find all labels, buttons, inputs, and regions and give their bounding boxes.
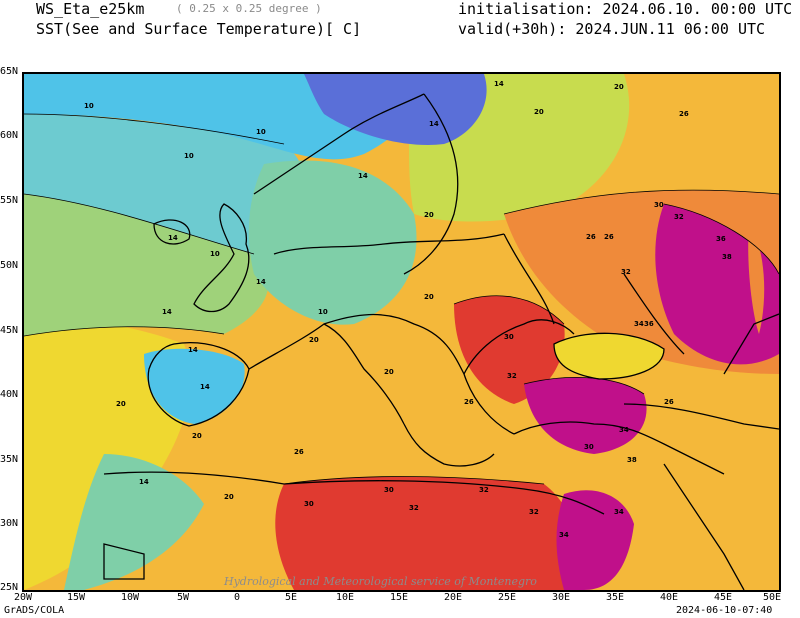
contour-label-10: 10 xyxy=(184,152,194,160)
contour-label-38: 38 xyxy=(627,456,637,464)
contour-label-20: 20 xyxy=(116,400,126,408)
contour-label-14: 14 xyxy=(168,234,178,242)
lon-tick-0: 0 xyxy=(234,592,241,603)
contour-label-26: 26 xyxy=(679,110,689,118)
sst-band-nwafrica-16 xyxy=(64,454,204,590)
sst-band-anatolia-34 xyxy=(524,377,647,454)
sst-band-16-18 xyxy=(24,194,269,336)
lon-tick-35e: 35E xyxy=(606,592,625,603)
sst-band-12-14 xyxy=(24,114,306,254)
watermark: Hydrological and Meteorological service … xyxy=(224,575,537,588)
lon-tick-20e: 20E xyxy=(444,592,463,603)
lat-tick-65n: 65N xyxy=(0,66,18,77)
contour-label-36: 36 xyxy=(644,320,654,328)
contour-label-10: 10 xyxy=(84,102,94,110)
contour-label-38: 38 xyxy=(722,253,732,261)
contour-label-32: 32 xyxy=(507,372,517,380)
sst-band-me-34 xyxy=(556,490,634,590)
contour-label-14: 14 xyxy=(256,278,266,286)
contour-label-14: 14 xyxy=(188,346,198,354)
contour-label-30: 30 xyxy=(384,486,394,494)
contour-label-30: 30 xyxy=(504,333,514,341)
lon-tick-50e: 50E xyxy=(763,592,782,603)
lon-tick-45e: 45E xyxy=(714,592,733,603)
lat-tick-25n: 25N xyxy=(0,582,18,593)
valid-time: valid(+30h): 2024.JUN.11 06:00 UTC xyxy=(458,20,766,38)
contour-label-20: 20 xyxy=(424,293,434,301)
sst-band-iberia-14 xyxy=(144,348,245,424)
contour-label-30: 30 xyxy=(304,500,314,508)
contour-label-14: 14 xyxy=(200,383,210,391)
contour-label-32: 32 xyxy=(529,508,539,516)
lon-tick-15w: 15W xyxy=(67,592,86,603)
sst-map: 10 10 10 10 10 14 14 14 14 14 14 14 14 14 20 20 20 20 20 20… xyxy=(22,72,781,592)
contour-label-20: 20 xyxy=(224,493,234,501)
contour-label-26: 26 xyxy=(586,233,596,241)
contour-label-26: 26 xyxy=(294,448,304,456)
contour-label-20: 20 xyxy=(309,336,319,344)
contour-label-14: 14 xyxy=(358,172,368,180)
sst-band-scandinavia-12 xyxy=(304,74,487,145)
contour-label-14: 14 xyxy=(429,120,439,128)
lat-tick-60n: 60N xyxy=(0,130,18,141)
contour-label-26: 26 xyxy=(604,233,614,241)
contour-label-20: 20 xyxy=(424,211,434,219)
contour-label-20: 20 xyxy=(534,108,544,116)
contour-label-10: 10 xyxy=(318,308,328,316)
contour-label-32: 32 xyxy=(621,268,631,276)
coastlines xyxy=(103,93,779,590)
sst-map-canvas: 10 10 10 10 10 14 14 14 14 14 14 14 14 14 20 20 20 20 20 20… xyxy=(24,74,779,590)
footer-software: GrADS/COLA xyxy=(4,605,65,616)
contour-label-10: 10 xyxy=(210,250,220,258)
lon-tick-25e: 25E xyxy=(498,592,517,603)
lon-tick-40e: 40E xyxy=(660,592,679,603)
contour-label-34: 34 xyxy=(634,320,644,328)
contour-label-32: 32 xyxy=(674,213,684,221)
contour-label-26: 26 xyxy=(664,398,674,406)
contour-label-30: 30 xyxy=(584,443,594,451)
contour-label-34: 34 xyxy=(614,508,624,516)
footer-timestamp: 2024-06-10-07:40 xyxy=(676,605,773,616)
contour-label-32: 32 xyxy=(479,486,489,494)
contour-label-20: 20 xyxy=(192,432,202,440)
lon-tick-30e: 30E xyxy=(552,592,571,603)
lat-tick-45n: 45N xyxy=(0,325,18,336)
contour-label-group: 10 10 10 10 10 14 14 14 14 14 14 14 14 14 20 20 20 20 20 20… xyxy=(84,80,732,539)
lat-tick-50n: 50N xyxy=(0,260,18,271)
contour-label-14: 14 xyxy=(494,80,504,88)
sst-band-east-34 xyxy=(655,204,779,365)
initialisation-time: initialisation: 2024.06.10. 00:00 UTC xyxy=(458,0,793,18)
lon-tick-10e: 10E xyxy=(336,592,355,603)
contour-label-14: 14 xyxy=(162,308,172,316)
contour-label-34: 34 xyxy=(559,531,569,539)
contour-label-14: 14 xyxy=(139,478,149,486)
model-name: WS_Eta_e25km xyxy=(36,0,145,18)
contour-label-30: 30 xyxy=(654,201,664,209)
sst-contours xyxy=(24,113,779,485)
lat-tick-35n: 35N xyxy=(0,454,18,465)
sst-band-balkan-30 xyxy=(454,295,565,404)
lon-tick-15e: 15E xyxy=(390,592,409,603)
lon-tick-5e: 5E xyxy=(285,592,298,603)
contour-label-20: 20 xyxy=(384,368,394,376)
contour-label-26: 26 xyxy=(464,398,474,406)
contour-label-34: 34 xyxy=(619,426,629,434)
lat-tick-55n: 55N xyxy=(0,195,18,206)
lon-tick-5w: 5W xyxy=(177,592,190,603)
sst-band-blacksea-22 xyxy=(554,333,664,379)
lon-tick-20w: 20W xyxy=(14,592,33,603)
lon-tick-10w: 10W xyxy=(121,592,140,603)
contour-label-20: 20 xyxy=(614,83,624,91)
contour-label-32: 32 xyxy=(409,504,419,512)
lat-tick-40n: 40N xyxy=(0,389,18,400)
variable-title: SST(See and Surface Temperature)[ C] xyxy=(36,20,362,38)
sst-band-europe-cool xyxy=(248,160,417,325)
sst-band-sahara-30 xyxy=(275,476,578,590)
contour-label-36: 36 xyxy=(716,235,726,243)
contour-label-10: 10 xyxy=(256,128,266,136)
lat-tick-30n: 30N xyxy=(0,518,18,529)
sst-band-caspian-26 xyxy=(748,224,765,334)
grid-resolution: ( 0.25 x 0.25 degree ) xyxy=(176,2,322,15)
